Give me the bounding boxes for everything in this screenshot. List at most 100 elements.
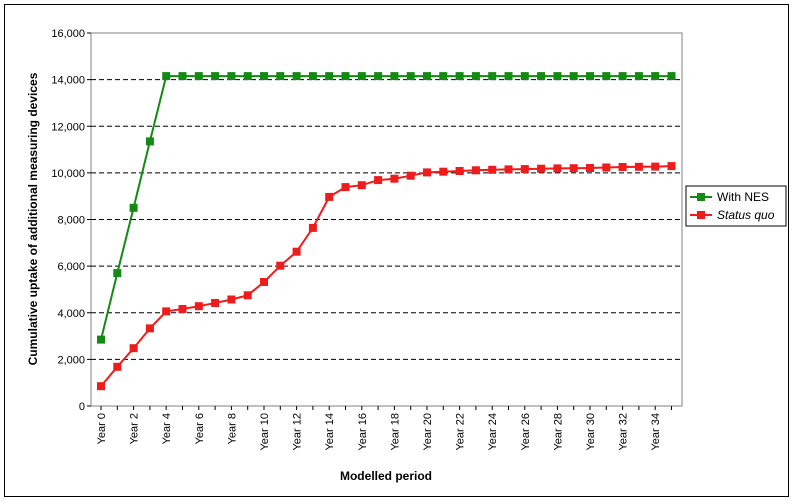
y-tick-label: 0 <box>79 401 85 413</box>
data-point <box>129 203 138 212</box>
x-axis-title: Modelled period <box>340 469 432 483</box>
data-point <box>357 72 366 81</box>
data-point <box>341 183 350 192</box>
data-point <box>520 72 529 81</box>
data-point <box>113 269 122 278</box>
data-point <box>308 223 317 232</box>
data-point <box>194 72 203 81</box>
x-tick-labels: Year 0 Year 2 Year 4 Year 6 Year 8 Year 10 Yea… <box>96 413 662 451</box>
x-tick-label: Year 28 <box>552 413 564 451</box>
x-tick-label: Year 20 <box>422 413 434 451</box>
legend-marker-status-quo <box>697 211 705 219</box>
data-point <box>520 165 529 174</box>
data-point <box>145 137 154 146</box>
y-tick-label: 6,000 <box>57 261 85 273</box>
data-point <box>651 72 660 81</box>
data-point <box>325 192 334 201</box>
x-tick-label: Year 4 <box>161 413 173 444</box>
y-tick-label: 16,000 <box>51 28 85 40</box>
data-point <box>227 295 236 304</box>
data-point <box>569 164 578 173</box>
y-tick-label: 4,000 <box>57 308 85 320</box>
data-point <box>292 247 301 256</box>
data-point <box>553 72 562 81</box>
data-point <box>178 305 187 313</box>
data-point <box>455 167 464 175</box>
data-point <box>194 302 203 311</box>
data-point <box>276 72 285 81</box>
data-point <box>504 72 513 81</box>
data-point <box>97 382 105 391</box>
data-point <box>586 164 594 172</box>
x-tick-label: Year 22 <box>455 413 467 451</box>
data-point <box>634 72 643 81</box>
legend-label-with-nes: With NES <box>717 190 769 204</box>
y-tick-label: 12,000 <box>51 121 85 133</box>
x-tick-label: Year 6 <box>194 413 206 444</box>
data-point <box>537 72 546 81</box>
data-point <box>211 299 220 307</box>
x-tick-label: Year 26 <box>520 413 532 451</box>
data-point <box>129 344 138 353</box>
data-point <box>390 174 399 183</box>
data-point <box>113 362 122 371</box>
data-point <box>390 72 399 81</box>
data-point <box>260 278 268 286</box>
data-point <box>292 72 301 81</box>
data-point <box>243 291 252 300</box>
data-point <box>471 72 480 81</box>
data-point <box>537 164 546 173</box>
x-tick-label: Year 18 <box>389 413 401 451</box>
x-tick-label: Year 30 <box>585 413 597 451</box>
data-point <box>455 72 464 81</box>
data-point <box>260 72 268 81</box>
data-point <box>325 72 334 81</box>
data-point <box>423 168 431 177</box>
data-point <box>553 164 562 173</box>
y-tick-label: 2,000 <box>57 354 85 366</box>
data-point <box>488 72 497 81</box>
data-point <box>178 72 187 81</box>
y-axis-title: Cumulative uptake of additional measurin… <box>26 72 40 365</box>
x-tick-label: Year 10 <box>259 413 271 451</box>
data-point <box>602 163 611 172</box>
y-tick-label: 10,000 <box>51 168 85 180</box>
data-point <box>618 72 627 81</box>
data-point <box>651 162 660 171</box>
data-point <box>634 162 643 171</box>
data-point <box>406 171 415 180</box>
legend-marker-with-nes <box>697 193 705 201</box>
data-point <box>488 165 497 174</box>
data-point <box>439 167 448 176</box>
data-point <box>341 72 350 81</box>
x-tick-label: Year 14 <box>324 413 336 451</box>
data-point <box>569 72 578 81</box>
x-tick-label: Year 24 <box>487 413 499 451</box>
data-point <box>308 72 317 81</box>
data-point <box>276 261 285 270</box>
data-point <box>374 72 383 81</box>
data-point <box>162 307 171 316</box>
x-tick-label: Year 8 <box>226 413 238 444</box>
data-point <box>243 72 252 81</box>
x-tick-label: Year 16 <box>357 413 369 451</box>
x-tick-label: Year 32 <box>618 413 630 451</box>
legend-box <box>685 185 787 227</box>
data-point <box>227 72 236 81</box>
data-point <box>97 335 105 344</box>
data-point <box>357 181 366 190</box>
data-point <box>374 176 383 185</box>
data-point <box>439 72 448 81</box>
data-point <box>586 72 594 81</box>
x-tick-label: Year 2 <box>129 413 141 444</box>
legend-label-status-quo: Status quo <box>717 208 775 222</box>
data-point <box>618 163 627 171</box>
data-point <box>211 72 220 81</box>
series-group <box>97 72 676 391</box>
x-tick-label: Year 34 <box>650 413 662 451</box>
legend: With NES Status quo <box>685 185 787 227</box>
data-point <box>667 72 676 81</box>
data-point <box>145 324 154 333</box>
gridlines <box>87 32 682 410</box>
